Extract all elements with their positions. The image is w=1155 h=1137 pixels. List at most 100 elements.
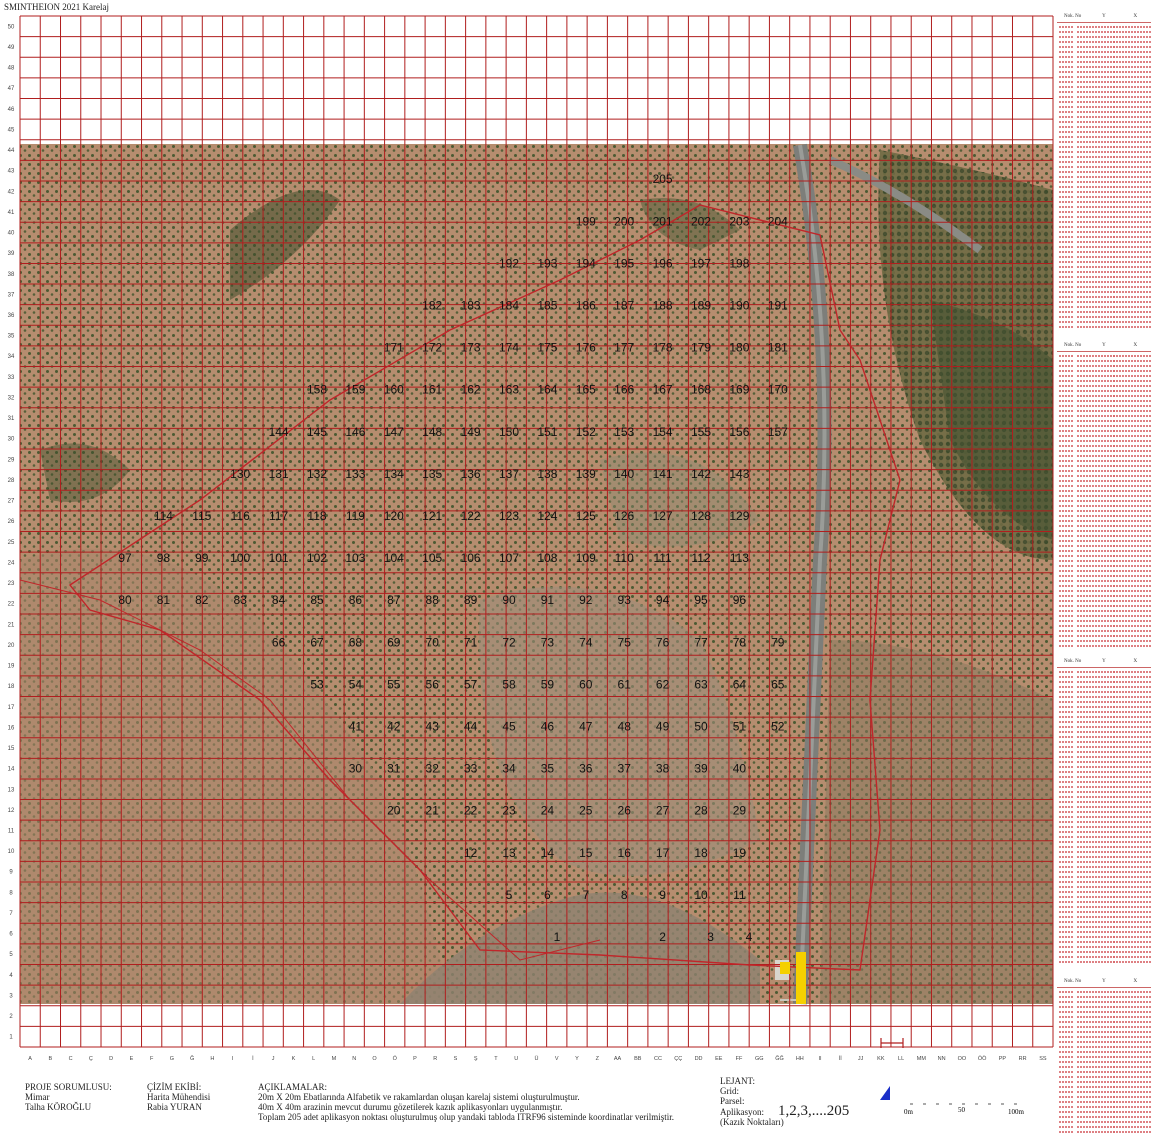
application-point-label: 129 bbox=[729, 509, 749, 523]
row-label: 19 bbox=[8, 664, 15, 670]
application-point-label: 102 bbox=[307, 551, 327, 565]
application-point-label: 140 bbox=[614, 467, 634, 481]
application-point-label: 200 bbox=[614, 214, 634, 228]
column-label: İİ bbox=[839, 1055, 843, 1062]
application-point-label: 25 bbox=[579, 804, 593, 818]
application-point-label: 170 bbox=[768, 383, 788, 397]
column-label: N bbox=[352, 1056, 356, 1062]
row-label: 16 bbox=[8, 725, 15, 731]
application-point-label: 37 bbox=[618, 762, 632, 776]
application-point-label: 123 bbox=[499, 509, 519, 523]
column-label: RR bbox=[1019, 1056, 1027, 1062]
coordinate-header-cell: Y bbox=[1102, 14, 1106, 19]
row-label: 46 bbox=[8, 107, 15, 113]
application-point-label: 139 bbox=[576, 467, 596, 481]
legend: LEJANT: Grid: Parsel: Aplikasyon: 1,2,3,… bbox=[720, 1076, 849, 1127]
legend-parsel: Parsel: bbox=[720, 1096, 745, 1106]
application-point-label: 29 bbox=[733, 804, 747, 818]
row-label: 36 bbox=[8, 313, 15, 319]
application-point-label: 114 bbox=[154, 509, 173, 523]
row-label: 44 bbox=[8, 148, 15, 154]
row-label: 28 bbox=[8, 478, 15, 484]
application-point-label: 48 bbox=[618, 720, 632, 734]
parcel-boundary bbox=[19, 204, 901, 971]
application-point-label: 159 bbox=[345, 383, 365, 397]
application-point-label: 127 bbox=[653, 509, 673, 523]
coordinate-header-cell: Y bbox=[1102, 659, 1106, 664]
coordinate-table-block: Nok. No Y X bbox=[1057, 14, 1151, 329]
application-point-label: 98 bbox=[157, 551, 171, 565]
application-point-label: 100 bbox=[230, 551, 250, 565]
coordinate-header-cell: Nok. No bbox=[1064, 979, 1082, 984]
application-point-label: 40 bbox=[733, 762, 747, 776]
application-point-label: 41 bbox=[349, 720, 363, 734]
row-label: 24 bbox=[8, 560, 15, 566]
column-label: E bbox=[130, 1056, 134, 1062]
aciklama-title: AÇIKLAMALAR: bbox=[258, 1082, 327, 1092]
row-label: 40 bbox=[8, 231, 15, 237]
application-point-label: 34 bbox=[502, 762, 516, 776]
application-point-label: 88 bbox=[426, 593, 440, 607]
application-point-label: 185 bbox=[537, 299, 557, 313]
application-point-label: 24 bbox=[541, 804, 555, 818]
application-point-label: 124 bbox=[537, 509, 557, 523]
application-point-label: 187 bbox=[614, 299, 634, 313]
legend-app-row: Aplikasyon: 1,2,3,....205 bbox=[720, 1104, 849, 1119]
column-label: ĞĞ bbox=[775, 1055, 784, 1062]
column-label: V bbox=[555, 1056, 559, 1062]
application-point-label: 50 bbox=[694, 720, 708, 734]
application-point-label: 39 bbox=[694, 762, 708, 776]
column-label: Ş bbox=[474, 1056, 478, 1062]
application-point-label: 141 bbox=[653, 467, 673, 481]
column-label: D bbox=[109, 1056, 113, 1062]
coordinate-table-header: Nok. No Y X bbox=[1057, 659, 1151, 668]
row-label: 23 bbox=[8, 581, 15, 587]
application-point-label: 101 bbox=[269, 551, 289, 565]
column-label: Y bbox=[575, 1056, 579, 1062]
row-label: 31 bbox=[8, 416, 15, 422]
application-point-label: 196 bbox=[653, 256, 673, 270]
application-point-label: 52 bbox=[771, 720, 785, 734]
application-point-label: 15 bbox=[579, 846, 593, 860]
column-label: Ü bbox=[535, 1055, 539, 1062]
coordinate-rows bbox=[1059, 26, 1151, 328]
application-point-label: 45 bbox=[502, 720, 516, 734]
application-point-label: 5 bbox=[506, 888, 513, 902]
application-point-label: 36 bbox=[579, 762, 593, 776]
application-point-label: 202 bbox=[691, 214, 711, 228]
application-point-label: 131 bbox=[269, 467, 289, 481]
proje-sorumlusu: PROJE SORUMLUSU: Mimar Talha KÖROĞLU bbox=[25, 1082, 112, 1112]
column-label: İ bbox=[252, 1055, 254, 1062]
application-point-label: 33 bbox=[464, 762, 478, 776]
application-point-label: 73 bbox=[541, 635, 555, 649]
application-point-label: 1 bbox=[554, 930, 561, 944]
row-label: 14 bbox=[8, 767, 15, 773]
column-label: Ç bbox=[89, 1056, 93, 1062]
column-label: L bbox=[312, 1056, 315, 1062]
row-label: 18 bbox=[8, 684, 15, 690]
application-point-label: 116 bbox=[231, 509, 250, 523]
column-label: LL bbox=[898, 1056, 904, 1062]
column-label: Ğ bbox=[190, 1055, 194, 1062]
column-label: HH bbox=[796, 1056, 804, 1062]
application-point-label: 150 bbox=[499, 425, 519, 439]
row-label: 12 bbox=[8, 808, 15, 814]
application-point-label: 99 bbox=[195, 551, 209, 565]
aciklama-line-3: Toplam 205 adet aplikasyon noktası oluşt… bbox=[258, 1112, 675, 1122]
application-point-label: 42 bbox=[387, 720, 401, 734]
application-point-label: 149 bbox=[461, 425, 481, 439]
coordinate-header-cell: X bbox=[1133, 979, 1138, 984]
application-point-label: 188 bbox=[653, 299, 673, 313]
application-point-label: 171 bbox=[384, 341, 404, 355]
application-point-label: 28 bbox=[694, 804, 708, 818]
application-point-label: 148 bbox=[422, 425, 442, 439]
application-point-label: 70 bbox=[426, 635, 440, 649]
column-label: U bbox=[514, 1056, 518, 1062]
application-point-label: 138 bbox=[537, 467, 557, 481]
column-label: KK bbox=[877, 1056, 885, 1062]
application-point-label: 145 bbox=[307, 425, 327, 439]
column-label: Ö bbox=[393, 1055, 398, 1062]
application-point-label: 201 bbox=[653, 214, 673, 228]
application-point-label: 204 bbox=[768, 214, 788, 228]
